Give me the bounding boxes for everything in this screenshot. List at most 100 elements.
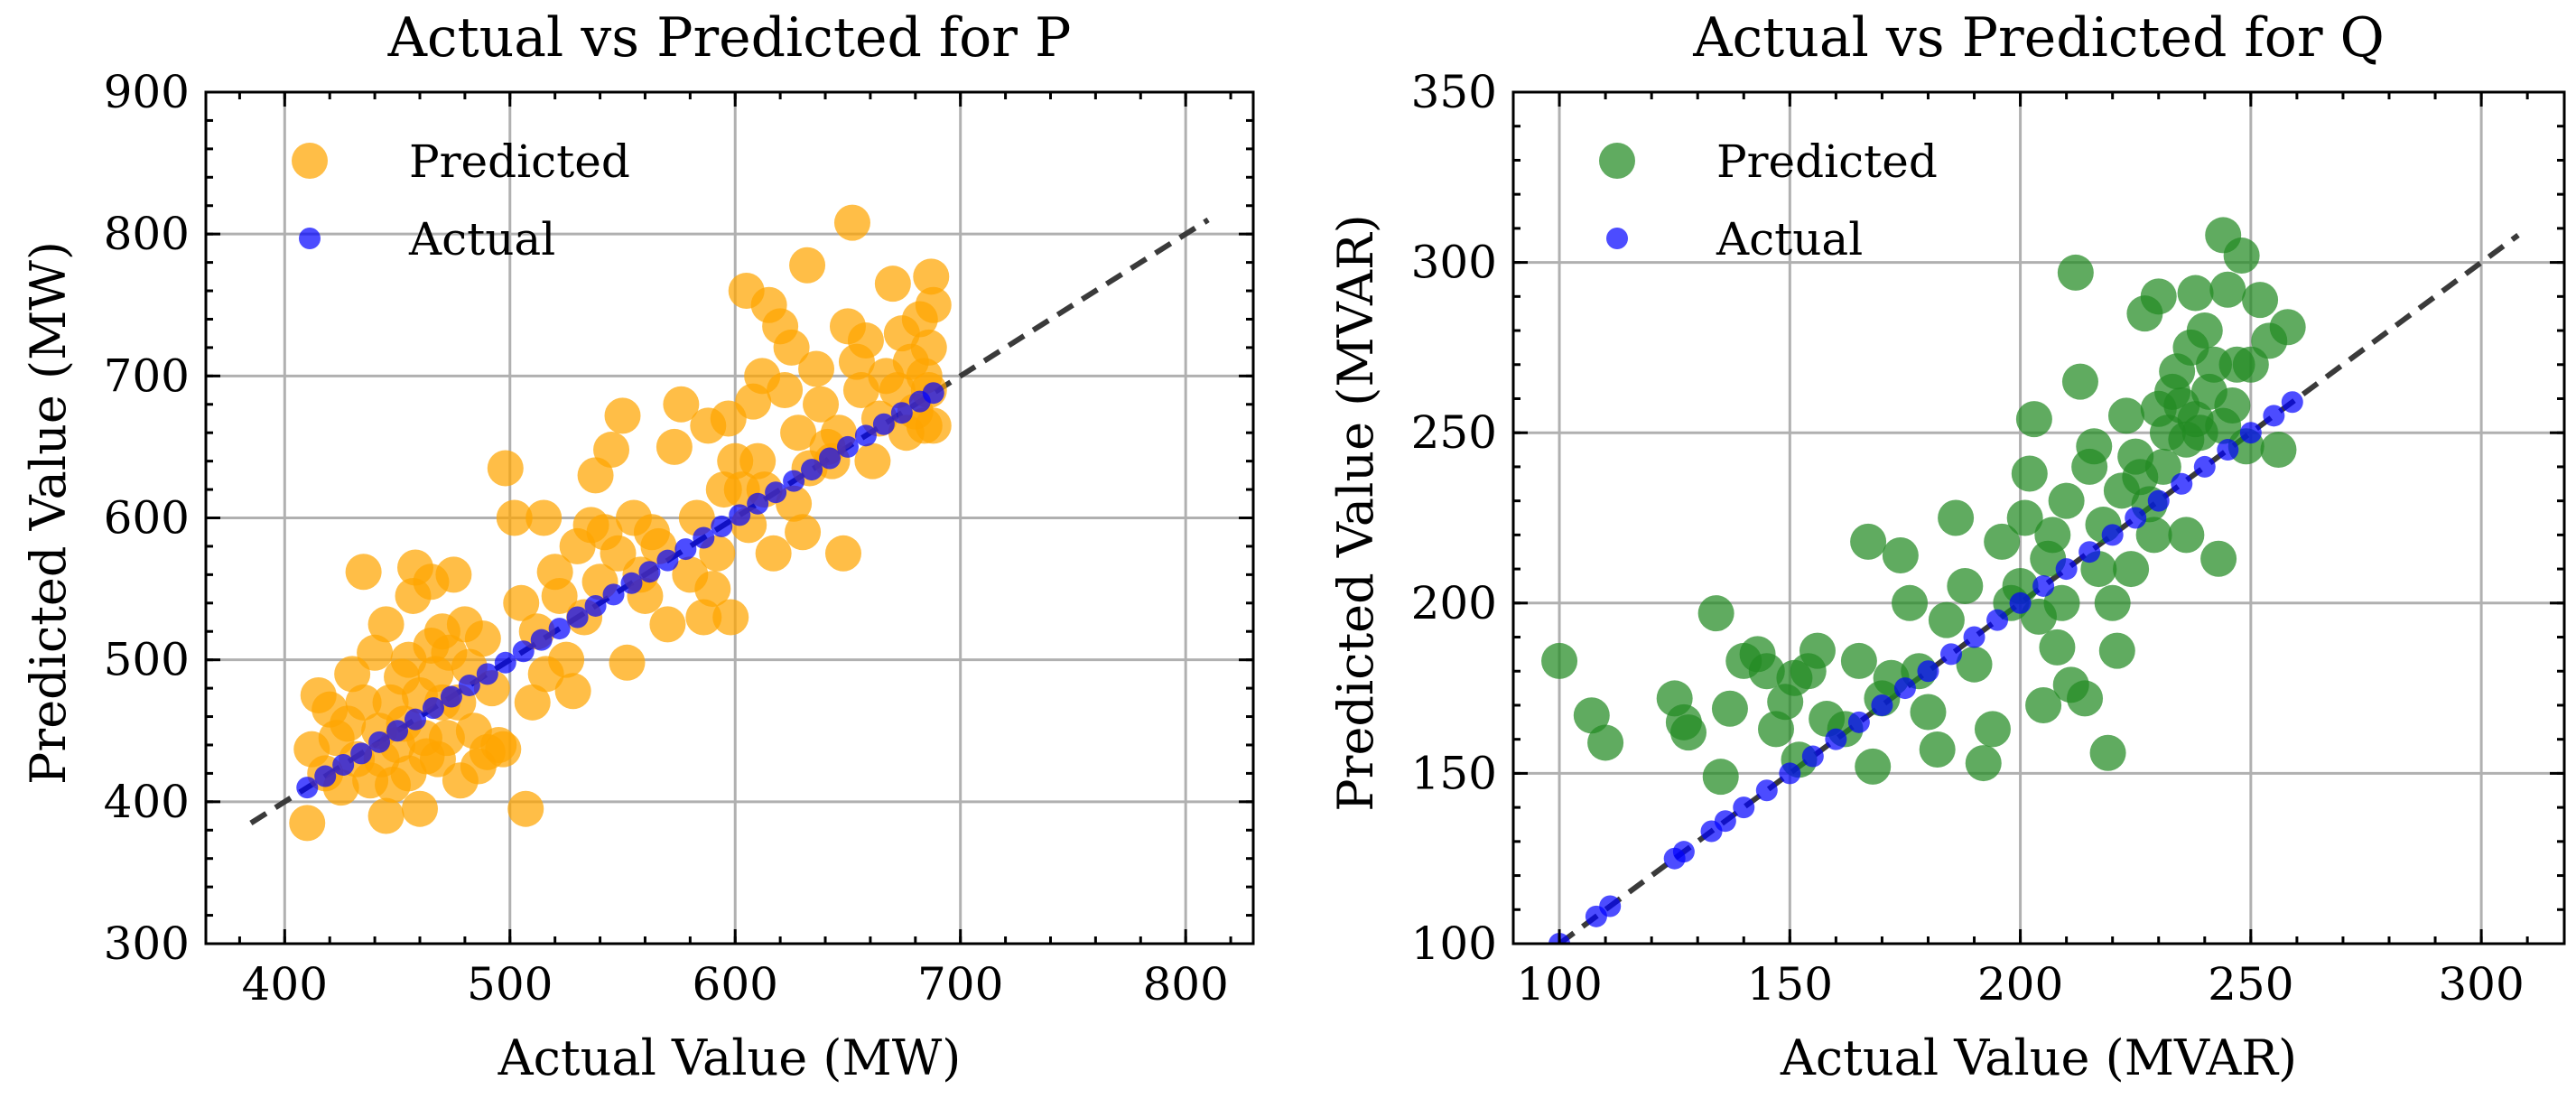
data-point bbox=[1956, 646, 1993, 683]
data-point bbox=[1670, 714, 1706, 751]
data-point bbox=[836, 435, 859, 458]
x-tick-label: 800 bbox=[1142, 958, 1228, 1011]
data-point bbox=[332, 753, 355, 776]
y-tick-label: 800 bbox=[104, 208, 190, 260]
x-tick-label: 500 bbox=[467, 958, 553, 1011]
data-point bbox=[1847, 711, 1870, 733]
data-point bbox=[296, 777, 319, 799]
data-point bbox=[2209, 271, 2246, 308]
data-point bbox=[2239, 422, 2262, 444]
data-point bbox=[1711, 690, 1748, 727]
data-point bbox=[1928, 601, 1965, 638]
data-point bbox=[678, 499, 715, 536]
data-point bbox=[1825, 728, 1847, 750]
data-point bbox=[1799, 632, 1836, 669]
data-point bbox=[604, 397, 641, 434]
data-point bbox=[334, 656, 371, 693]
data-point bbox=[2002, 567, 2039, 604]
data-point bbox=[1965, 745, 2002, 782]
data-point bbox=[2006, 499, 2043, 536]
x-tick-label: 150 bbox=[1747, 958, 1833, 1011]
data-point bbox=[2168, 517, 2205, 554]
data-point bbox=[663, 386, 700, 423]
data-point bbox=[2217, 439, 2239, 461]
data-point bbox=[367, 797, 405, 834]
data-point bbox=[789, 247, 826, 284]
data-point bbox=[803, 386, 840, 423]
chart-panel-q: Actual vs Predicted for Q Actual Value (… bbox=[1327, 6, 2566, 1086]
data-point bbox=[514, 684, 551, 721]
series-actual bbox=[296, 382, 944, 799]
data-point bbox=[386, 720, 409, 742]
y-tick-label: 500 bbox=[104, 634, 190, 686]
data-point bbox=[289, 805, 326, 842]
data-point bbox=[422, 697, 444, 720]
data-point bbox=[2025, 686, 2062, 723]
legend-label: Predicted bbox=[409, 135, 630, 188]
data-point bbox=[1919, 731, 1956, 768]
data-point bbox=[584, 594, 607, 617]
data-point bbox=[890, 402, 913, 424]
data-point bbox=[2009, 591, 2032, 614]
data-point bbox=[401, 790, 438, 827]
data-point bbox=[649, 606, 686, 643]
data-point bbox=[1855, 748, 1892, 785]
data-point bbox=[2269, 309, 2306, 346]
data-point bbox=[712, 599, 749, 636]
legend-label: Actual bbox=[408, 213, 555, 265]
data-point bbox=[2171, 472, 2193, 495]
data-point bbox=[2260, 432, 2297, 469]
chart-title: Actual vs Predicted for P bbox=[387, 6, 1072, 70]
y-axis-label: Predicted Value (MW) bbox=[20, 241, 77, 785]
data-point bbox=[638, 561, 661, 583]
x-tick-label: 600 bbox=[693, 958, 778, 1011]
data-point bbox=[2094, 584, 2131, 621]
data-point bbox=[357, 634, 394, 671]
data-point bbox=[694, 571, 731, 608]
data-point bbox=[476, 663, 498, 685]
y-tick-label: 600 bbox=[104, 492, 190, 545]
data-point bbox=[874, 265, 911, 303]
data-point bbox=[2193, 455, 2216, 478]
data-point bbox=[464, 620, 501, 657]
data-point bbox=[2186, 312, 2223, 349]
data-point bbox=[367, 606, 405, 643]
data-point bbox=[685, 599, 722, 636]
legend: Predicted Actual bbox=[1599, 135, 1938, 265]
data-point bbox=[1779, 762, 1801, 785]
data-point bbox=[1573, 697, 1610, 734]
data-point bbox=[656, 549, 679, 572]
x-tick-label: 100 bbox=[1516, 958, 1602, 1011]
data-point bbox=[600, 535, 637, 572]
data-point bbox=[2263, 405, 2285, 427]
data-point bbox=[2043, 584, 2080, 621]
y-axis-label: Predicted Value (MVAR) bbox=[1327, 214, 1384, 811]
chart-title: Actual vs Predicted for Q bbox=[1692, 6, 2385, 70]
data-point bbox=[405, 708, 426, 731]
data-point bbox=[674, 538, 697, 561]
data-point bbox=[602, 583, 625, 606]
data-point bbox=[1940, 643, 1962, 666]
data-point bbox=[915, 286, 952, 323]
data-point bbox=[2034, 517, 2071, 554]
data-point bbox=[458, 674, 480, 696]
data-point bbox=[2242, 282, 2279, 319]
data-point bbox=[485, 731, 522, 768]
data-point bbox=[1541, 642, 1578, 679]
x-tick-label: 200 bbox=[1977, 958, 2063, 1011]
data-point bbox=[1910, 694, 1947, 731]
data-point bbox=[1850, 523, 1887, 560]
data-point bbox=[2223, 237, 2260, 275]
data-point bbox=[440, 685, 462, 708]
data-point bbox=[2039, 629, 2076, 666]
x-axis-label: Actual Value (MW) bbox=[498, 1029, 962, 1086]
data-point bbox=[2015, 401, 2052, 438]
legend-marker bbox=[1599, 143, 1635, 179]
series-actual bbox=[1548, 391, 2303, 944]
data-point bbox=[767, 372, 804, 409]
data-point bbox=[1893, 677, 1916, 700]
data-point bbox=[2011, 455, 2048, 492]
legend: Predicted Actual bbox=[292, 135, 630, 265]
y-tick-label: 200 bbox=[1411, 577, 1497, 629]
